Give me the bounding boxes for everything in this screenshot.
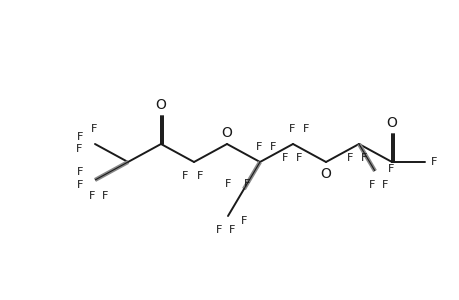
Text: F: F — [89, 191, 95, 201]
Text: F: F — [196, 171, 203, 181]
Text: F: F — [77, 167, 83, 177]
Text: F: F — [302, 124, 308, 134]
Text: F: F — [288, 124, 295, 134]
Text: F: F — [269, 142, 275, 152]
Text: F: F — [241, 216, 246, 226]
Text: F: F — [360, 153, 366, 163]
Text: F: F — [76, 144, 82, 154]
Text: F: F — [387, 164, 393, 174]
Text: F: F — [228, 225, 235, 235]
Text: F: F — [224, 179, 231, 189]
Text: O: O — [221, 126, 232, 140]
Text: F: F — [281, 153, 287, 163]
Text: F: F — [430, 157, 436, 167]
Text: F: F — [101, 191, 108, 201]
Text: F: F — [368, 180, 375, 190]
Text: F: F — [255, 142, 262, 152]
Text: O: O — [155, 98, 166, 112]
Text: F: F — [215, 225, 222, 235]
Text: F: F — [346, 153, 353, 163]
Text: F: F — [181, 171, 188, 181]
Text: F: F — [295, 153, 302, 163]
Text: O: O — [320, 167, 331, 181]
Text: F: F — [77, 180, 83, 190]
Text: O: O — [386, 116, 397, 130]
Text: F: F — [77, 132, 83, 142]
Text: F: F — [381, 180, 387, 190]
Text: F: F — [243, 179, 250, 189]
Text: F: F — [90, 124, 97, 134]
